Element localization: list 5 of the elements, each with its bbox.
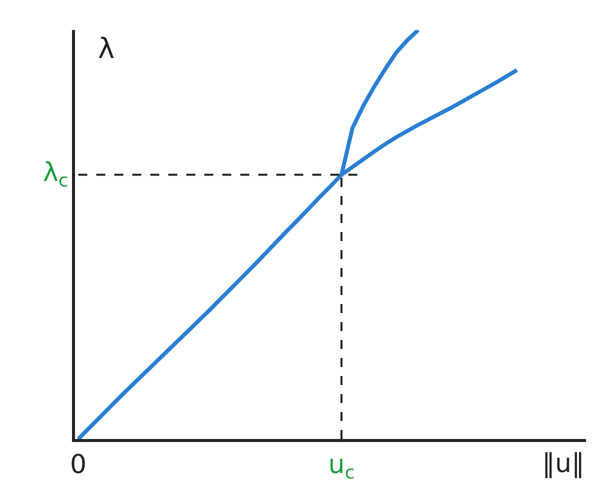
x-tick-label: 0: [70, 450, 87, 480]
y-axis-title: λ: [98, 32, 115, 65]
x-axis-title: ‖u‖: [542, 449, 584, 479]
x-tick-label: u$_{c}$: [328, 450, 355, 484]
ref-line-label: λ$_{c}$: [43, 158, 68, 192]
